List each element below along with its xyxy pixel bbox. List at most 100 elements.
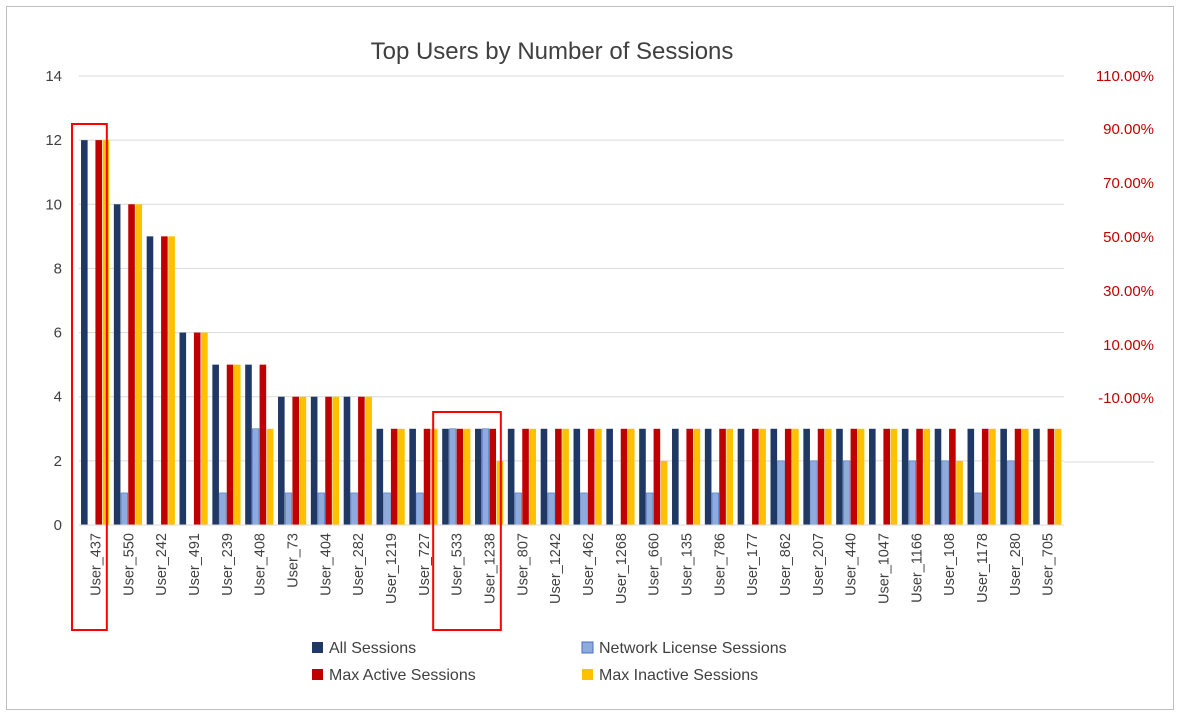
y2-tick-label: -10.00% — [1098, 390, 1154, 407]
y2-tick-label: 110.00% — [1096, 68, 1154, 85]
legend-swatch — [312, 669, 323, 680]
bar — [1021, 428, 1029, 525]
legend-label: All Sessions — [329, 640, 416, 657]
x-tick-label: User_491 — [187, 533, 203, 596]
y-tick-label: 6 — [54, 325, 62, 342]
bar — [1047, 428, 1055, 525]
bar — [850, 428, 858, 525]
y-tick-label: 14 — [45, 68, 62, 85]
bar — [278, 396, 285, 525]
y2-tick-label: 70.00% — [1103, 175, 1154, 192]
bar — [981, 428, 989, 525]
bar — [770, 428, 778, 525]
bar — [719, 428, 726, 525]
bar — [646, 492, 654, 526]
y-tick-label: 4 — [54, 389, 62, 406]
bar — [737, 428, 745, 525]
bar — [463, 428, 471, 525]
bar — [784, 428, 792, 525]
bar — [398, 428, 405, 525]
bar — [908, 460, 916, 526]
x-tick-label: User_239 — [220, 533, 236, 596]
bar — [201, 332, 208, 525]
bar — [883, 428, 891, 525]
bar — [1000, 428, 1007, 525]
bar — [317, 492, 325, 526]
x-tick-label: User_1219 — [384, 533, 400, 604]
bar — [752, 428, 759, 525]
bar — [974, 492, 982, 526]
chart-title: Top Users by Number of Sessions — [371, 38, 734, 65]
bar — [475, 428, 482, 525]
highlight-box — [71, 123, 108, 631]
x-tick-label: User_862 — [778, 533, 794, 596]
bar — [529, 428, 537, 525]
bar — [759, 428, 766, 525]
bar — [113, 204, 121, 526]
bar — [803, 428, 810, 525]
bar — [934, 428, 942, 525]
legend-swatch — [581, 641, 594, 654]
bar — [332, 396, 340, 525]
bar — [843, 460, 851, 526]
y-tick-label: 8 — [54, 260, 62, 277]
bar — [310, 396, 318, 525]
bar — [442, 428, 449, 525]
bar — [489, 428, 497, 525]
bar — [573, 428, 581, 525]
legend-swatch — [582, 669, 593, 680]
bar — [540, 428, 548, 525]
bar — [1054, 428, 1062, 525]
bar — [595, 428, 602, 525]
x-tick-label: User_408 — [253, 533, 269, 596]
x-tick-label: User_1238 — [482, 533, 498, 604]
bar — [226, 364, 234, 525]
bar — [587, 428, 595, 525]
x-tick-label: User_1178 — [975, 533, 991, 603]
bar — [390, 428, 398, 525]
bar — [1007, 460, 1015, 526]
bar — [704, 428, 712, 525]
x-tick-label: User_242 — [154, 533, 170, 596]
bar — [672, 428, 679, 525]
bar — [233, 364, 241, 525]
bars-group — [81, 140, 1062, 526]
bar — [161, 236, 168, 525]
x-tick-label: User_1047 — [876, 533, 892, 604]
bar — [810, 460, 818, 526]
y-axis-right: -10.00% 10.00% 30.00% 50.00% 70.00% 90.00% 110… — [1064, 68, 1154, 463]
bar — [179, 332, 187, 525]
bar — [365, 396, 372, 525]
bar — [259, 364, 267, 525]
bar — [653, 428, 661, 525]
x-tick-label: User_207 — [811, 533, 827, 596]
y-axis-left: 0 2 4 6 8 10 12 14 — [45, 68, 62, 534]
x-tick-label: User_440 — [844, 533, 860, 596]
bar — [128, 204, 135, 526]
bar — [1014, 428, 1022, 525]
bar — [916, 428, 923, 525]
bar — [901, 428, 909, 525]
bar — [81, 140, 88, 525]
x-axis: User_437 User_550 User_242 User_491 User_239… — [79, 524, 1064, 604]
x-tick-label: User_807 — [515, 533, 531, 596]
bar — [693, 428, 701, 525]
bar — [350, 492, 358, 526]
bar — [620, 428, 628, 525]
x-tick-label: User_786 — [712, 533, 728, 596]
x-tick-label: User_1242 — [548, 533, 564, 604]
gridlines — [79, 75, 1064, 462]
bar — [580, 492, 588, 526]
y-tick-label: 12 — [45, 132, 62, 149]
bar — [639, 428, 646, 525]
bar — [660, 460, 668, 525]
bar — [245, 364, 252, 525]
bar — [358, 396, 365, 525]
bar — [449, 428, 457, 526]
bar — [292, 396, 300, 525]
legend-swatch — [312, 642, 323, 653]
bar — [120, 492, 128, 526]
bar — [890, 428, 898, 525]
bar — [989, 428, 996, 525]
